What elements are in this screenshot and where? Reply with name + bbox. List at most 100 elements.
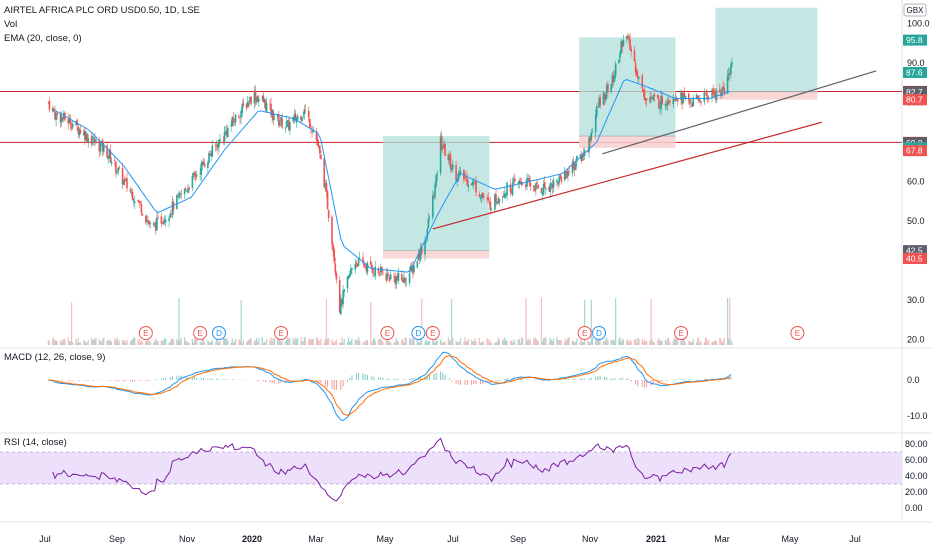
- candle-body: [300, 116, 302, 120]
- volume-bar: [676, 339, 678, 345]
- volume-bar: [176, 338, 178, 345]
- event-marker: [193, 326, 208, 340]
- macd-tick: 0.0: [907, 375, 920, 385]
- volume-bar: [417, 341, 420, 345]
- candle-body: [219, 139, 221, 141]
- candle-body: [354, 264, 357, 270]
- candle-body: [517, 182, 519, 184]
- candle-body: [441, 148, 444, 149]
- volume-bar: [526, 340, 528, 345]
- macd-histogram-bar: [140, 380, 142, 381]
- volume-bar: [537, 340, 539, 345]
- event-marker-label: E: [678, 329, 683, 338]
- candle-body: [363, 262, 365, 267]
- macd-histogram-bar: [504, 379, 506, 380]
- macd-histogram-bar: [269, 380, 271, 383]
- candle-body: [315, 131, 318, 140]
- candle-body: [343, 289, 345, 293]
- volume-bar: [222, 338, 224, 345]
- volume-bar: [418, 342, 421, 345]
- volume-bar: [489, 340, 492, 345]
- volume-bar: [55, 340, 57, 345]
- volume-bar: [700, 341, 702, 345]
- candle-body: [214, 144, 217, 146]
- macd-histogram-bar: [69, 380, 71, 381]
- candle-body: [245, 104, 248, 109]
- volume-bar: [365, 339, 367, 345]
- macd-histogram-bar: [513, 377, 515, 380]
- volume-bar: [628, 342, 630, 345]
- candle-body: [242, 103, 245, 106]
- volume-bar: [218, 342, 220, 345]
- volume-bar: [533, 338, 535, 345]
- candle-body: [559, 174, 562, 178]
- macd-histogram-bar: [526, 379, 528, 380]
- volume-bar: [354, 339, 356, 345]
- candle-body: [304, 110, 307, 111]
- stop-zone: [715, 91, 818, 100]
- macd-histogram-bar: [85, 380, 87, 381]
- volume-bar: [186, 341, 188, 345]
- volume-bar: [643, 339, 646, 345]
- candle-body: [170, 213, 173, 215]
- volume-bar: [287, 337, 289, 345]
- macd-histogram-bar: [83, 380, 85, 381]
- candle-body: [613, 75, 616, 82]
- candle-body: [505, 194, 507, 195]
- volume-bar: [185, 340, 187, 345]
- volume-bar: [505, 340, 507, 345]
- macd-histogram-bar: [123, 380, 125, 382]
- candle-body: [490, 209, 493, 210]
- macd-histogram-bar: [216, 378, 218, 380]
- volume-bar: [115, 339, 117, 345]
- volume-bar: [649, 340, 651, 345]
- macd-tick: -10.0: [907, 411, 928, 421]
- candle-body: [403, 276, 405, 284]
- candle-body: [696, 96, 699, 98]
- candle-body: [161, 223, 164, 225]
- volume-bar: [545, 337, 547, 345]
- candle-body: [94, 139, 96, 143]
- candle-body: [372, 268, 374, 274]
- volume-bar: [581, 342, 584, 345]
- volume-bar: [199, 341, 201, 345]
- volume-bar: [288, 337, 290, 345]
- candle-body: [117, 167, 119, 172]
- volume-bar: [465, 341, 467, 345]
- candle-body: [357, 258, 360, 266]
- macd-histogram-bar: [482, 380, 484, 384]
- volume-bar: [568, 337, 570, 345]
- volume-bar: [519, 342, 521, 345]
- macd-histogram-bar: [703, 379, 705, 380]
- volume-bar: [362, 342, 364, 345]
- candle-body: [317, 145, 320, 148]
- volume-bar: [660, 340, 662, 345]
- volume-bar: [208, 342, 210, 345]
- candle-body: [634, 63, 637, 73]
- event-marker: [411, 326, 426, 340]
- macd-histogram-bar: [366, 374, 368, 380]
- candle-body: [497, 201, 500, 203]
- candle-body: [628, 36, 630, 40]
- volume-bar: [451, 299, 453, 345]
- macd-histogram-bar: [207, 378, 209, 380]
- macd-histogram-bar: [351, 375, 353, 380]
- volume-bar: [124, 340, 126, 345]
- currency-badge[interactable]: [903, 3, 927, 17]
- trendline: [432, 121, 822, 230]
- volume-bar: [602, 340, 605, 345]
- volume-bar: [558, 339, 560, 345]
- volume-bar: [184, 337, 186, 345]
- volume-bar: [435, 337, 437, 345]
- price-tick: 30.0: [907, 295, 925, 305]
- volume-bar: [62, 338, 64, 345]
- volume-bar: [164, 337, 166, 345]
- candle-body: [576, 156, 578, 162]
- volume-bar: [234, 338, 237, 345]
- volume-bar: [271, 341, 273, 345]
- volume-bar: [611, 340, 613, 345]
- volume-bar: [118, 339, 120, 345]
- macd-histogram-bar: [382, 377, 384, 380]
